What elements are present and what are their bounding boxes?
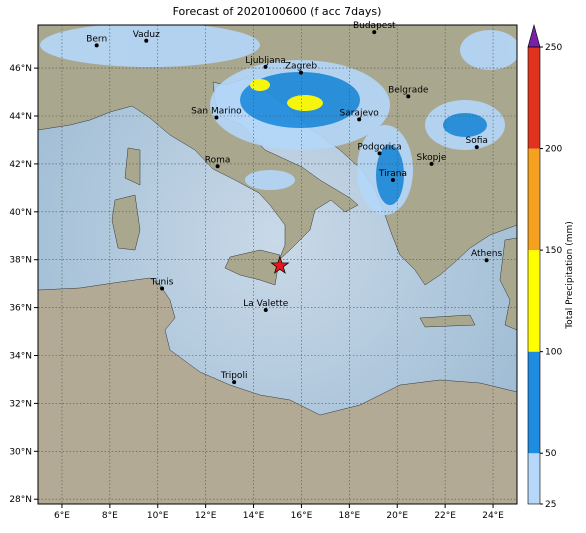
city-label: Roma	[205, 155, 231, 165]
city-label: Bern	[86, 34, 107, 44]
city-label: Budapest	[353, 21, 396, 31]
city-dot	[390, 177, 395, 182]
land-sicily	[224, 249, 281, 286]
lon-tick-label: 6°E	[54, 511, 70, 521]
land-sardinia	[111, 194, 141, 251]
city-dot	[232, 380, 237, 385]
land-corsica	[124, 147, 141, 186]
city-dot	[144, 38, 149, 43]
city-label: La Valette	[243, 299, 288, 309]
city-dot	[298, 70, 303, 75]
city-dot	[160, 286, 165, 291]
precip-overlay	[40, 25, 517, 215]
city-dot	[215, 164, 220, 169]
lon-tick-label: 10°E	[147, 511, 169, 521]
land-turkey	[499, 237, 517, 331]
city-label: Podgorica	[357, 142, 401, 152]
city-label: Sofia	[466, 136, 488, 146]
lon-tick-label: 16°E	[291, 511, 313, 521]
city-dot	[263, 64, 268, 69]
lon-tick-label: 14°E	[243, 511, 265, 521]
lat-tick-label: 40°N	[9, 208, 32, 218]
city-dot	[377, 151, 382, 156]
map-frame	[37, 24, 518, 505]
lat-tick-label: 30°N	[9, 447, 32, 457]
city-label: Sarajevo	[340, 108, 380, 118]
colorbar-extend	[527, 23, 541, 48]
colorbar-tick-label: 200	[545, 145, 562, 155]
city-label: Tirana	[378, 169, 407, 179]
colorbar-segment	[528, 453, 540, 504]
city-label: Tripoli	[220, 371, 248, 381]
lat-tick-label: 28°N	[9, 495, 32, 505]
graticule: 6°E 8°E 10°E 12°E 14°E 16°E 18°E 20°E 22°E 24°E 28…	[9, 25, 517, 521]
colorbar-tick-label: 25	[545, 500, 556, 510]
lat-tick-label: 42°N	[9, 160, 32, 170]
city-dot	[263, 308, 268, 313]
city-dot	[484, 258, 489, 263]
colorbar-segment	[528, 148, 540, 251]
lon-tick-label: 12°E	[195, 511, 217, 521]
city-label: Ljubljana	[245, 56, 286, 66]
lat-tick-label: 34°N	[9, 352, 32, 362]
colorbar-tick-label: 250	[545, 43, 562, 53]
colorbar-segment	[528, 47, 540, 149]
colorbar-segment	[528, 351, 540, 454]
city-dot	[94, 43, 99, 48]
lon-tick-label: 18°E	[339, 511, 361, 521]
colorbar-segment	[528, 250, 540, 352]
lon-tick-label: 8°E	[102, 511, 118, 521]
land-europe	[38, 25, 517, 286]
lon-tick-label: 20°E	[386, 511, 408, 521]
city-dot	[357, 117, 362, 122]
colorbar: 25 50 100 150 200 250	[527, 23, 562, 510]
city-label: Zagreb	[285, 62, 317, 72]
lon-tick-label: 24°E	[482, 511, 504, 521]
lat-tick-label: 38°N	[9, 256, 32, 266]
city-label: Vaduz	[133, 30, 160, 40]
city-label: Athens	[471, 249, 502, 259]
colorbar-label: Total Precipitation (mm)	[565, 221, 575, 330]
colorbar-tick-label: 150	[545, 246, 562, 256]
city-dot	[406, 94, 411, 99]
lat-tick-label: 32°N	[9, 399, 32, 409]
city-label: Belgrade	[388, 85, 429, 95]
city-label: Tunis	[150, 277, 174, 287]
colorbar-tick-label: 50	[545, 449, 557, 459]
lat-tick-label: 46°N	[9, 64, 32, 74]
city-label: Skopje	[417, 153, 447, 163]
city-dot	[372, 30, 377, 35]
lat-tick-label: 44°N	[9, 112, 32, 122]
city-dot	[214, 115, 219, 120]
map-title: Forecast of 2020100600 (f acc 7days)	[173, 5, 382, 18]
lat-tick-label: 36°N	[9, 304, 32, 314]
lon-tick-label: 22°E	[434, 511, 456, 521]
city-dot	[429, 161, 434, 166]
land-crete	[419, 314, 476, 328]
colorbar-frame	[527, 46, 541, 505]
forecast-point-star	[270, 255, 290, 274]
city-label: San Marino	[191, 106, 242, 116]
city-dot	[474, 145, 479, 150]
colorbar-tick-label: 100	[545, 348, 562, 358]
